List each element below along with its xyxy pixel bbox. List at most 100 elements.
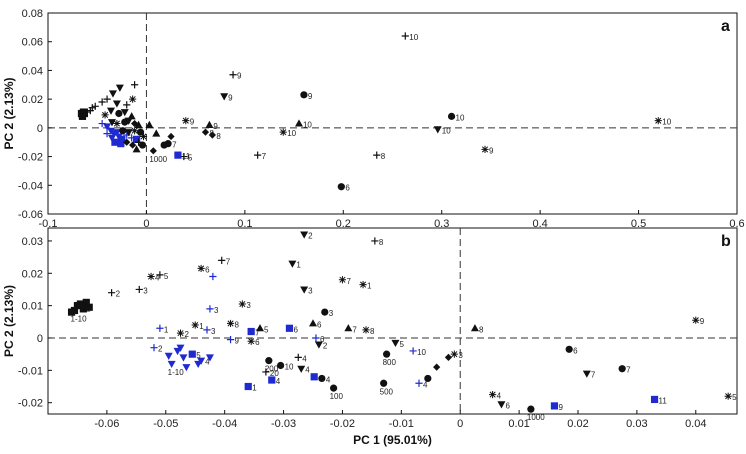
point-label: 1-10 (168, 368, 185, 377)
y-tick-label: 0.02 (22, 268, 43, 280)
data-point-star (226, 319, 235, 328)
data-point-square (188, 350, 196, 358)
data-point-circle (115, 109, 123, 118)
data-point-plus (135, 285, 143, 294)
y-tick-label: 0.04 (22, 65, 43, 77)
data-point-square (67, 308, 76, 316)
data-point-tri-down (108, 90, 117, 98)
point-label: 6 (320, 335, 325, 344)
data-point-square (268, 376, 276, 384)
data-point-plus (98, 98, 106, 106)
data-point-tri-down (182, 364, 191, 372)
point-label: 7 (172, 141, 177, 150)
x-tick-label: -0.01 (389, 418, 414, 430)
point-label: 5 (732, 393, 737, 402)
point-label: 6 (255, 338, 260, 347)
point-label: 7 (255, 329, 260, 338)
data-point-star (129, 95, 137, 103)
data-point-square (285, 324, 294, 332)
ticks-b: -0.06 -0.05 -0.04 -0.03 -0.02 -0.01 0 0.01 0.02 0… (18, 236, 707, 430)
data-point-circle (447, 112, 456, 120)
data-point-plus (156, 271, 164, 279)
point-label: 10 (303, 121, 312, 130)
point-label: 8 (370, 327, 375, 336)
x-axis-title-b: PC 1 (95.01%) (353, 433, 432, 447)
y-axis-title-a: PC 2 (2.13%) (2, 77, 16, 149)
data-point-plus (373, 151, 381, 159)
point-label: 5 (188, 154, 193, 163)
point-label: 5 (399, 340, 404, 349)
point-label: 6 (573, 346, 578, 355)
point-label: 6 (293, 325, 298, 334)
data-point-star (101, 111, 109, 119)
point-label: 4 (302, 354, 307, 363)
data-point-star (692, 316, 700, 324)
data-point-plus (209, 272, 217, 281)
data-point-star (654, 117, 662, 125)
data-point-circle (265, 357, 273, 365)
point-label: 5 (264, 325, 269, 334)
data-point-circle (300, 91, 308, 99)
point-label: 1000 (149, 155, 167, 164)
point-label: 10 (417, 348, 426, 357)
point-label: 3 (246, 301, 251, 310)
point-label: 11 (182, 152, 191, 161)
point-label: 20 (270, 369, 279, 378)
point-label: 100 (330, 392, 344, 401)
data-point-plus (254, 151, 262, 159)
point-label: 2 (308, 231, 313, 240)
point-label: 2 (185, 330, 190, 339)
data-point-square (310, 373, 318, 381)
data-point-square (82, 298, 90, 306)
point-label: 3 (308, 286, 313, 295)
point-label: 6 (345, 184, 350, 193)
data-point-tri-down (288, 260, 297, 268)
data-point-tri-down (300, 231, 309, 239)
point-label: 2 (116, 290, 121, 299)
point-label: 200 (265, 365, 279, 374)
y-tick-label: 0.06 (22, 37, 43, 49)
data-point-star (481, 145, 489, 153)
data-point-tri-down (124, 129, 133, 137)
point-label: 9 (558, 403, 563, 412)
data-point-tri-down (205, 354, 214, 362)
data-point-tri-down (391, 339, 400, 348)
data-point-tri-down (194, 360, 203, 369)
data-point-plus (401, 32, 409, 40)
data-point-diamond (208, 131, 216, 139)
data-point-plus (123, 101, 131, 109)
data-point-tri-up (256, 324, 264, 332)
x-tick-label: 0.5 (631, 218, 646, 230)
panel-a: -0.1 0 0.1 0.2 0.3 0.4 0.5 0.6 0.08 0.06 0.04 0.02 0… (2, 8, 745, 230)
data-point-square (76, 300, 84, 308)
point-label: 8 (216, 132, 221, 141)
point-label: 11 (659, 396, 668, 405)
data-point-tri-down (112, 100, 121, 108)
data-point-square (118, 135, 126, 143)
data-point-tri-up (145, 120, 154, 128)
data-point-plus (294, 353, 302, 361)
point-label: 500 (380, 387, 394, 396)
data-point-plus (371, 237, 379, 245)
x-tick-label: 0.6 (729, 218, 744, 230)
data-point-plus (262, 368, 270, 376)
data-point-tri-down (107, 134, 116, 143)
data-point-tri-down (164, 352, 173, 360)
data-point-circle (160, 141, 168, 149)
y-tick-label: 0.02 (22, 94, 43, 106)
data-point-diamond (433, 363, 441, 371)
data-point-tri-up (309, 319, 317, 327)
y-tick-label: 0.03 (22, 236, 43, 248)
point-label: 1 (252, 384, 257, 393)
data-point-star (279, 128, 287, 136)
point-label: 7 (262, 152, 267, 161)
data-point-plus (91, 102, 99, 110)
point-label: 7 (352, 325, 357, 334)
y-tick-label: 0 (37, 333, 43, 345)
point-label: 8 (379, 238, 384, 247)
data-point-star (197, 264, 205, 273)
data-point-tri-down (112, 129, 121, 137)
point-label: 10 (287, 129, 296, 138)
